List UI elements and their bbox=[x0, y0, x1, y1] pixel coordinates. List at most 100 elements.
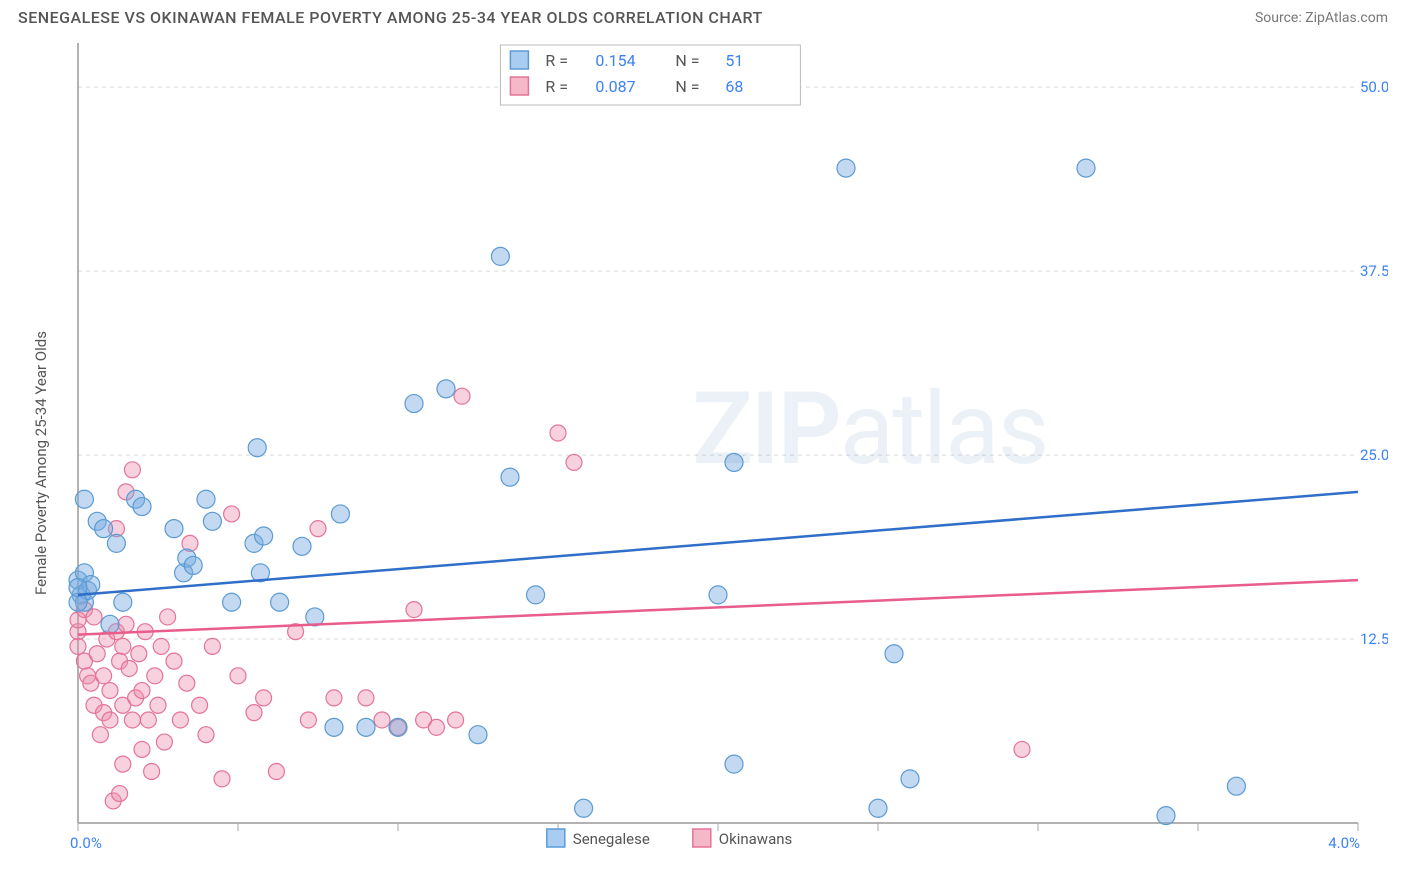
data-point bbox=[709, 586, 727, 604]
y-tick-label: 50.0% bbox=[1360, 78, 1388, 96]
data-point bbox=[144, 763, 160, 779]
data-point bbox=[491, 247, 509, 265]
data-point bbox=[204, 638, 220, 654]
data-point bbox=[374, 712, 390, 728]
data-point bbox=[575, 799, 593, 817]
data-point bbox=[268, 763, 284, 779]
data-point bbox=[405, 395, 423, 413]
series-okinawans bbox=[70, 388, 1030, 809]
data-point bbox=[1227, 777, 1245, 795]
data-point bbox=[358, 690, 374, 706]
data-point bbox=[95, 520, 113, 538]
data-point bbox=[469, 726, 487, 744]
data-point bbox=[179, 675, 195, 691]
y-tick-label: 12.5% bbox=[1360, 630, 1388, 648]
data-point bbox=[885, 645, 903, 663]
chart-title: SENEGALESE VS OKINAWAN FEMALE POVERTY AM… bbox=[18, 8, 763, 27]
data-point bbox=[102, 683, 118, 699]
data-point bbox=[131, 646, 147, 662]
data-point bbox=[406, 602, 422, 618]
data-point bbox=[150, 697, 166, 713]
stats-r-label: R = bbox=[545, 51, 568, 70]
data-point bbox=[437, 380, 455, 398]
chart-header: SENEGALESE VS OKINAWAN FEMALE POVERTY AM… bbox=[0, 0, 1406, 33]
data-point bbox=[901, 770, 919, 788]
data-point bbox=[326, 690, 342, 706]
data-point bbox=[121, 660, 137, 676]
chart-container: 12.5%25.0%37.5%50.0%0.0%4.0%Female Pover… bbox=[18, 33, 1388, 873]
data-point bbox=[527, 586, 545, 604]
x-min-label: 0.0% bbox=[70, 834, 102, 852]
data-point bbox=[1157, 807, 1175, 825]
data-point bbox=[550, 425, 566, 441]
stats-r-value: 0.154 bbox=[595, 51, 635, 70]
data-point bbox=[725, 755, 743, 773]
data-point bbox=[1077, 159, 1095, 177]
data-point bbox=[172, 712, 188, 728]
data-point bbox=[454, 388, 470, 404]
data-point bbox=[92, 727, 108, 743]
stats-n-value: 68 bbox=[725, 77, 743, 96]
legend-swatch bbox=[547, 829, 565, 847]
y-tick-label: 37.5% bbox=[1360, 262, 1388, 280]
legend-label: Senegalese bbox=[573, 830, 650, 848]
data-point bbox=[325, 718, 343, 736]
data-point bbox=[192, 697, 208, 713]
data-point bbox=[166, 653, 182, 669]
data-point bbox=[165, 520, 183, 538]
data-point bbox=[134, 741, 150, 757]
data-point bbox=[89, 646, 105, 662]
data-point bbox=[869, 799, 887, 817]
stats-n-value: 51 bbox=[725, 51, 743, 70]
data-point bbox=[300, 712, 316, 728]
data-point bbox=[153, 638, 169, 654]
data-point bbox=[428, 719, 444, 735]
stats-n-label: N = bbox=[675, 51, 699, 70]
data-point bbox=[147, 668, 163, 684]
stats-n-label: N = bbox=[675, 77, 699, 96]
data-point bbox=[86, 609, 102, 625]
data-point bbox=[160, 609, 176, 625]
data-point bbox=[115, 756, 131, 772]
data-point bbox=[448, 712, 464, 728]
data-point bbox=[501, 468, 519, 486]
data-point bbox=[255, 527, 273, 545]
data-point bbox=[566, 454, 582, 470]
data-point bbox=[331, 505, 349, 523]
data-point bbox=[75, 490, 93, 508]
data-point bbox=[357, 718, 375, 736]
data-point bbox=[246, 705, 262, 721]
scatter-chart: 12.5%25.0%37.5%50.0%0.0%4.0%Female Pover… bbox=[18, 33, 1388, 873]
data-point bbox=[134, 683, 150, 699]
data-point bbox=[224, 506, 240, 522]
data-point bbox=[107, 534, 125, 552]
data-point bbox=[101, 615, 119, 633]
data-point bbox=[133, 498, 151, 516]
stats-swatch bbox=[510, 51, 528, 69]
data-point bbox=[725, 453, 743, 471]
data-point bbox=[140, 712, 156, 728]
data-point bbox=[248, 439, 266, 457]
data-point bbox=[1014, 741, 1030, 757]
data-point bbox=[214, 771, 230, 787]
y-axis-label: Female Poverty Among 25-34 Year Olds bbox=[32, 331, 50, 595]
data-point bbox=[156, 734, 172, 750]
data-point bbox=[70, 638, 86, 654]
data-point bbox=[112, 786, 128, 802]
x-max-label: 4.0% bbox=[1328, 834, 1360, 852]
data-point bbox=[124, 462, 140, 478]
data-point bbox=[115, 638, 131, 654]
stats-swatch bbox=[510, 77, 528, 95]
data-point bbox=[96, 668, 112, 684]
data-point bbox=[310, 521, 326, 537]
data-point bbox=[184, 556, 202, 574]
data-point bbox=[223, 593, 241, 611]
data-point bbox=[118, 616, 134, 632]
data-point bbox=[198, 727, 214, 743]
legend-label: Okinawans bbox=[719, 830, 792, 848]
legend-swatch bbox=[693, 829, 711, 847]
data-point bbox=[256, 690, 272, 706]
data-point bbox=[114, 593, 132, 611]
data-point bbox=[293, 537, 311, 555]
stats-r-value: 0.087 bbox=[595, 77, 635, 96]
